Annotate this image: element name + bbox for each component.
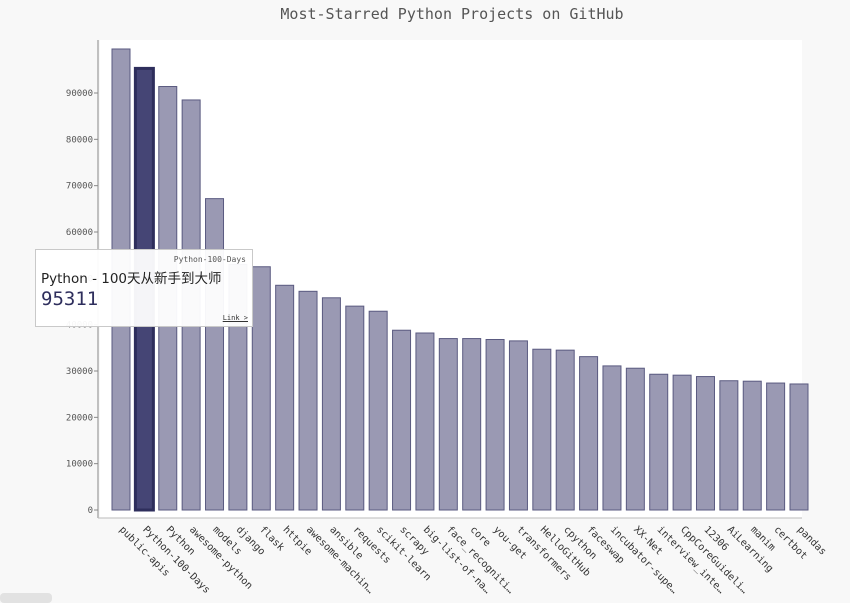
bar-flask[interactable] xyxy=(251,266,271,511)
bar-httpie[interactable] xyxy=(275,284,295,511)
tooltip: Python-100-Days Python - 100天从新手到大师 9531… xyxy=(35,249,253,327)
tooltip-label: Python - 100天从新手到大师 xyxy=(41,271,222,287)
bars xyxy=(111,48,809,512)
bar-requests[interactable] xyxy=(345,305,365,511)
bar-models[interactable] xyxy=(205,198,225,511)
bar-incubator-supe-[interactable] xyxy=(602,365,622,511)
bar-xx-net[interactable] xyxy=(625,367,645,511)
bar-face-recogniti-[interactable] xyxy=(438,338,458,511)
bar-scrapy[interactable] xyxy=(392,329,412,511)
bar-pandas[interactable] xyxy=(789,383,809,511)
bar-you-get[interactable] xyxy=(485,338,505,511)
y-tick-label: 30000 xyxy=(66,367,93,377)
y-tick-label: 60000 xyxy=(66,228,93,238)
bar-core[interactable] xyxy=(462,338,482,511)
tooltip-link[interactable]: Link > xyxy=(222,314,248,322)
bar-ansible[interactable] xyxy=(321,297,341,511)
bar-manim[interactable] xyxy=(742,380,762,511)
tooltip-value: 95311 xyxy=(41,288,99,310)
bar-cppcoreguideli-[interactable] xyxy=(672,374,692,511)
bar-transformers[interactable] xyxy=(508,340,528,511)
bar-faceswap[interactable] xyxy=(579,356,599,511)
y-tick-label: 20000 xyxy=(66,413,93,423)
bar-scikit-learn[interactable] xyxy=(368,310,388,511)
y-tick-label: 70000 xyxy=(66,182,93,192)
bar-big-list-of-na-[interactable] xyxy=(415,332,435,511)
bar-hellogithub[interactable] xyxy=(532,348,552,511)
chart-title: Most-Starred Python Projects on GitHub xyxy=(280,5,623,23)
y-tick-label: 10000 xyxy=(66,460,93,470)
bar-certbot[interactable] xyxy=(766,382,786,511)
bar-interview-inte-[interactable] xyxy=(649,373,669,511)
x-axis: public-apisPython-100-DaysPythonawesome-… xyxy=(117,524,828,596)
horizontal-scrollbar[interactable] xyxy=(0,593,52,603)
bar-ailearning[interactable] xyxy=(719,380,739,511)
tooltip-x-label: Python-100-Days xyxy=(173,255,246,264)
y-tick-label: 90000 xyxy=(66,89,93,99)
bar-12306[interactable] xyxy=(695,376,715,511)
y-tick-label: 0 xyxy=(88,506,93,516)
y-tick-label: 80000 xyxy=(66,135,93,145)
bar-cpython[interactable] xyxy=(555,349,575,511)
bar-awesome-machin-[interactable] xyxy=(298,290,318,511)
